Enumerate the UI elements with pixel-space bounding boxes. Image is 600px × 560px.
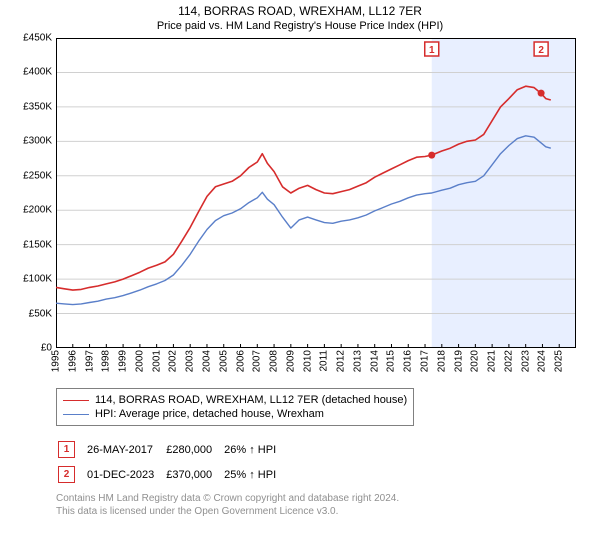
chart-title-line1: 114, BORRAS ROAD, WREXHAM, LL12 7ER	[0, 0, 600, 18]
legend-label: 114, BORRAS ROAD, WREXHAM, LL12 7ER (det…	[95, 394, 407, 406]
x-tick-label: 1996	[67, 350, 78, 372]
x-tick-label: 1998	[101, 350, 112, 372]
x-tick-label: 2017	[420, 350, 431, 372]
x-tick-label: 2007	[252, 350, 263, 372]
event-badge: 1	[58, 441, 75, 458]
x-tick-label: 2024	[537, 350, 548, 372]
y-tick-label: £350K	[23, 101, 52, 112]
x-tick-label: 1997	[84, 350, 95, 372]
footer-note: Contains HM Land Registry data © Crown c…	[56, 492, 600, 518]
y-tick-label: £50K	[29, 308, 52, 319]
x-axis: 1995199619971998199920002001200220032004…	[56, 348, 576, 388]
x-tick-label: 2013	[352, 350, 363, 372]
x-tick-label: 1995	[51, 350, 62, 372]
x-tick-label: 2016	[403, 350, 414, 372]
svg-text:2: 2	[538, 45, 544, 56]
x-tick-label: 2019	[453, 350, 464, 372]
x-tick-label: 2002	[168, 350, 179, 372]
x-tick-label: 2001	[151, 350, 162, 372]
x-tick-label: 2020	[470, 350, 481, 372]
y-axis: £0£50K£100K£150K£200K£250K£300K£350K£400…	[10, 38, 56, 348]
event-row: 1 26-MAY-2017£280,00026% ↑ HPI	[58, 438, 286, 461]
event-diff: 26% ↑ HPI	[224, 438, 286, 461]
footer-line1: Contains HM Land Registry data © Crown c…	[56, 492, 600, 505]
event-price: £280,000	[166, 438, 222, 461]
x-tick-label: 2015	[386, 350, 397, 372]
x-tick-label: 2012	[336, 350, 347, 372]
x-tick-label: 2004	[201, 350, 212, 372]
event-row: 2 01-DEC-2023£370,00025% ↑ HPI	[58, 463, 286, 486]
y-tick-label: £100K	[23, 274, 52, 285]
legend: 114, BORRAS ROAD, WREXHAM, LL12 7ER (det…	[56, 388, 414, 426]
event-badge-cell: 1	[58, 438, 85, 461]
event-price: £370,000	[166, 463, 222, 486]
event-diff: 25% ↑ HPI	[224, 463, 286, 486]
x-tick-label: 2008	[269, 350, 280, 372]
x-tick-label: 2023	[520, 350, 531, 372]
y-tick-label: £400K	[23, 67, 52, 78]
event-badge-cell: 2	[58, 463, 85, 486]
svg-text:1: 1	[429, 45, 435, 56]
x-tick-label: 2025	[554, 350, 565, 372]
legend-label: HPI: Average price, detached house, Wrex…	[95, 408, 324, 420]
legend-swatch	[63, 400, 89, 401]
x-tick-label: 2006	[235, 350, 246, 372]
x-tick-label: 2009	[285, 350, 296, 372]
legend-entry: HPI: Average price, detached house, Wrex…	[63, 407, 407, 421]
chart-plot-area: £0£50K£100K£150K£200K£250K£300K£350K£400…	[56, 38, 576, 348]
x-tick-label: 2014	[369, 350, 380, 372]
chart-title-line2: Price paid vs. HM Land Registry's House …	[0, 18, 600, 32]
y-tick-label: £300K	[23, 136, 52, 147]
event-date: 01-DEC-2023	[87, 463, 164, 486]
x-tick-label: 2005	[218, 350, 229, 372]
x-tick-label: 2021	[487, 350, 498, 372]
x-tick-label: 2010	[302, 350, 313, 372]
x-tick-label: 2011	[319, 350, 330, 372]
x-tick-label: 2018	[436, 350, 447, 372]
legend-entry: 114, BORRAS ROAD, WREXHAM, LL12 7ER (det…	[63, 393, 407, 407]
event-date: 26-MAY-2017	[87, 438, 164, 461]
footer-line2: This data is licensed under the Open Gov…	[56, 505, 600, 518]
legend-swatch	[63, 414, 89, 415]
y-tick-label: £250K	[23, 170, 52, 181]
x-tick-label: 2022	[503, 350, 514, 372]
event-badge: 2	[58, 466, 75, 483]
events-table: 1 26-MAY-2017£280,00026% ↑ HPI 2 01-DEC-202…	[56, 436, 288, 488]
y-tick-label: £450K	[23, 33, 52, 44]
y-tick-label: £200K	[23, 205, 52, 216]
x-tick-label: 1999	[118, 350, 129, 372]
x-tick-label: 2003	[185, 350, 196, 372]
chart-svg: 12	[56, 38, 576, 348]
y-tick-label: £150K	[23, 239, 52, 250]
x-tick-label: 2000	[134, 350, 145, 372]
